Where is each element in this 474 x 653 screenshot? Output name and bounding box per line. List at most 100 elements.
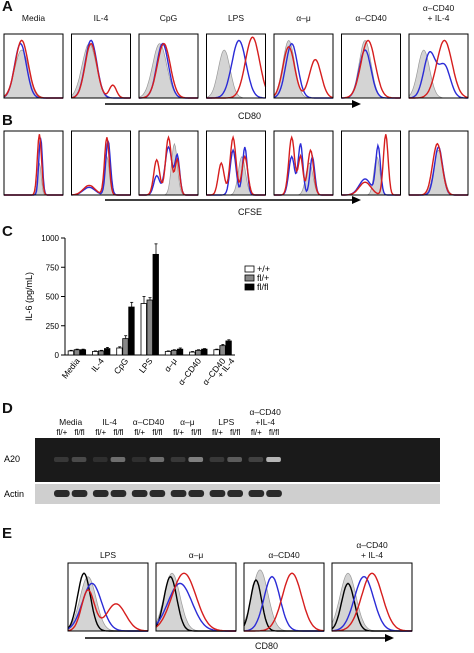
bar <box>67 350 75 356</box>
bar <box>73 349 81 356</box>
actin-band <box>266 490 282 497</box>
control-histogram <box>71 43 131 99</box>
panel-d-label: D <box>2 400 13 417</box>
condition-label: α–CD40 <box>355 13 387 23</box>
condition-label: α–CD40 +IL-4 <box>249 407 281 427</box>
ko-histogram <box>341 134 401 196</box>
ko-histogram <box>4 134 63 196</box>
x-tick-label: α–CD40 <box>176 356 203 387</box>
control-histogram <box>4 162 63 196</box>
condition-label: IL-4 <box>102 417 117 427</box>
panel-b-axis-label: CFSE <box>238 207 263 217</box>
band-label: Actin <box>4 489 24 499</box>
legend-swatch <box>244 283 255 291</box>
wt-histogram <box>71 140 131 196</box>
control-histogram <box>206 49 266 99</box>
actin-band <box>92 490 109 497</box>
histogram-frame <box>408 33 469 99</box>
condition-label: Media <box>21 13 46 23</box>
histogram-frame <box>331 562 413 632</box>
histogram-frame <box>341 33 401 99</box>
condition-label: α–μ <box>180 417 195 427</box>
control-histogram <box>139 142 198 196</box>
bar <box>225 340 232 356</box>
histogram-frame <box>3 33 64 99</box>
legend-label: fl/+ <box>257 273 269 283</box>
bar <box>213 349 220 356</box>
panel-e-axis-label: CD80 <box>255 641 279 651</box>
wt-histogram <box>4 137 63 196</box>
wt-histogram <box>408 50 468 99</box>
histogram-frame <box>273 130 334 196</box>
y-tick-label: 750 <box>46 263 60 272</box>
histogram-frame <box>408 130 469 196</box>
panel-a-label: A <box>2 0 13 15</box>
genotype-label: fl/fl <box>113 428 123 437</box>
panel-a-axis-label: CD80 <box>238 111 262 121</box>
x-tick-label: IL-4 <box>89 356 106 374</box>
legend-swatch <box>244 265 255 273</box>
histogram-frame <box>71 130 131 196</box>
y-tick-label: 1000 <box>41 234 59 243</box>
histogram-frame <box>273 33 334 99</box>
genotype-label: fl/fl <box>191 428 201 437</box>
actin-band <box>131 490 148 497</box>
histogram-frame <box>206 130 266 196</box>
bar <box>152 253 159 356</box>
y-tick-label: 250 <box>46 322 60 331</box>
a20-band <box>110 457 126 462</box>
genotype-label: fl/+ <box>95 428 106 437</box>
a20-band <box>131 457 147 462</box>
legend-label: +/+ <box>257 264 270 274</box>
condition-label: α–CD40 <box>268 550 300 560</box>
bar <box>140 303 147 356</box>
y-tick-label: 500 <box>46 293 60 302</box>
histogram-frame <box>243 562 325 632</box>
ko-histogram <box>71 137 131 196</box>
histogram-frame <box>206 33 266 99</box>
legend-swatch <box>244 274 255 282</box>
bar <box>92 351 99 356</box>
axis-arrow-head <box>385 634 394 642</box>
axis-arrow-head <box>352 100 361 108</box>
condition-label: α–CD40 <box>132 417 165 427</box>
control-histogram <box>409 149 468 196</box>
condition-label: CpG <box>159 13 178 23</box>
actin-band <box>209 490 226 497</box>
condition-label: IL-4 <box>93 13 109 23</box>
histogram-frame <box>341 130 401 196</box>
bar <box>219 345 226 356</box>
x-tick-label: Media <box>60 356 82 381</box>
panel-c-label: C <box>2 223 13 240</box>
condition-label: LPS <box>99 550 117 560</box>
panel-b-label: B <box>2 112 13 129</box>
a20-band <box>92 457 108 462</box>
band-label: A20 <box>4 454 20 464</box>
histogram-frame <box>67 562 149 632</box>
panel-e-histograms <box>67 562 413 642</box>
panel-e-label: E <box>2 525 13 542</box>
genotype-label: fl/+ <box>251 428 262 437</box>
condition-label: α–μ <box>296 13 311 23</box>
genotype-label: fl/fl <box>269 428 279 437</box>
actin-band <box>54 490 70 497</box>
actin-band <box>149 490 166 497</box>
genotype-label: fl/fl <box>152 428 162 437</box>
legend-label: fl/fl <box>257 282 269 292</box>
a20-band <box>54 457 69 462</box>
bar <box>170 349 178 356</box>
a20-band <box>248 457 264 462</box>
western-blot: fl/+ fl/fl fl/+ fl/fl fl/+ fl/fl fl/+ fl/fl fl/+… <box>4 428 440 504</box>
histogram-frame <box>155 562 237 632</box>
panel-b-histograms <box>3 130 469 204</box>
a20-band <box>149 457 165 462</box>
condition-label: LPS <box>227 13 245 23</box>
bar <box>164 351 172 356</box>
condition-label: Media <box>59 417 83 427</box>
genotype-label: fl/fl <box>74 428 84 437</box>
a20-band <box>209 457 225 462</box>
condition-label: α–CD40 + IL-4 <box>422 3 455 23</box>
bar <box>195 349 202 356</box>
axis-arrow-head <box>352 196 361 204</box>
actin-band <box>110 490 127 497</box>
